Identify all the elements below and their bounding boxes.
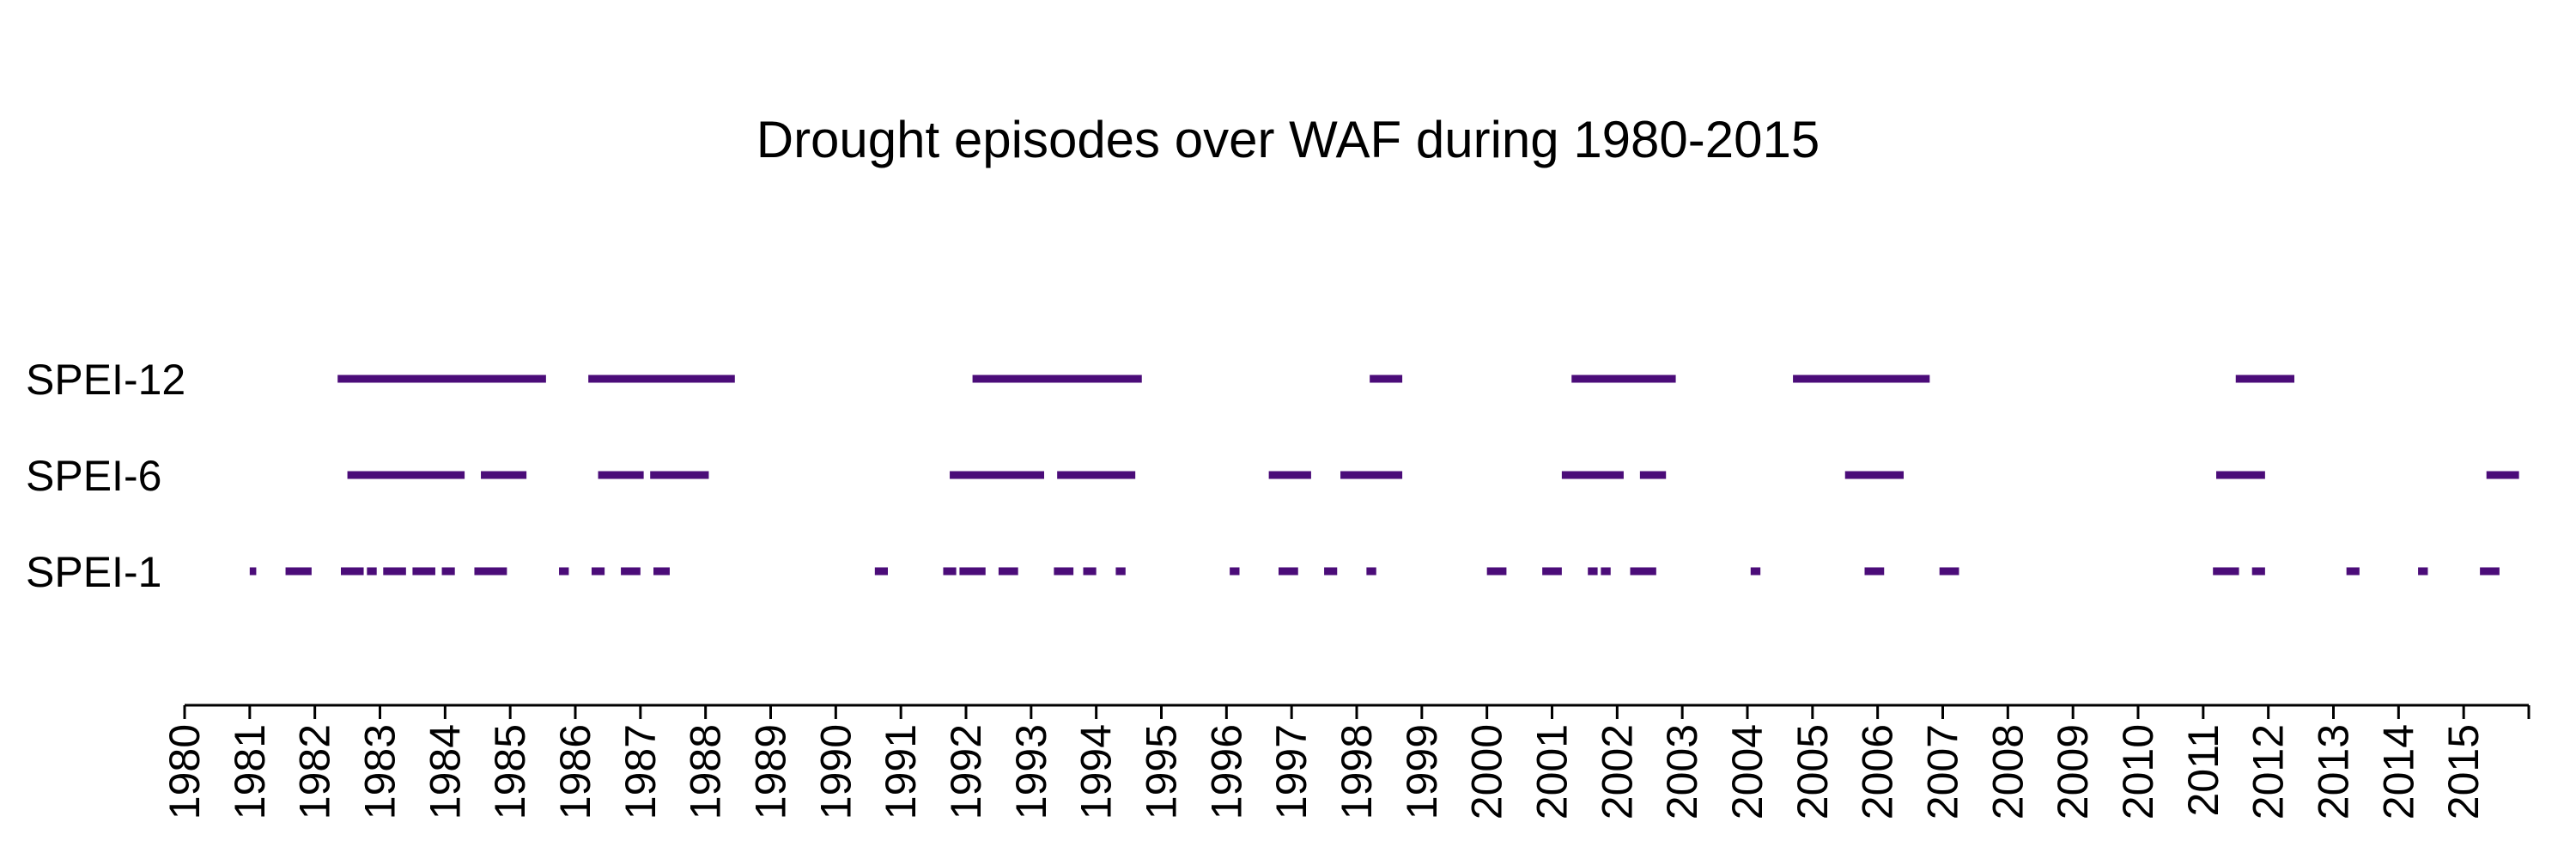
series-layer: SPEI-12 SPEI-6 SPEI-1 (26, 356, 2519, 596)
series-label: SPEI-1 (26, 548, 161, 596)
x-tick-label: 1998 (1333, 724, 1381, 819)
x-tick-label: 1983 (356, 724, 404, 819)
series-label: SPEI-6 (26, 452, 161, 500)
tick-layer: 1980 1981 1982 1983 1984 1985 1986 1987 1988 1989… (161, 705, 2530, 819)
series-label: SPEI-12 (26, 356, 185, 404)
x-tick-label: 2002 (1593, 724, 1641, 819)
x-tick-label: 2010 (2114, 724, 2162, 819)
x-tick-label: 2015 (2439, 724, 2488, 819)
x-tick-label: 1991 (877, 724, 925, 819)
x-tick-label: 1993 (1007, 724, 1055, 819)
x-tick-label: 2013 (2310, 724, 2358, 819)
x-tick-label: 1985 (486, 724, 534, 819)
x-tick-label: 2012 (2245, 724, 2293, 819)
x-tick-label: 1980 (161, 724, 209, 819)
x-tick-label: 2006 (1854, 724, 1902, 819)
x-tick-label: 2001 (1528, 724, 1577, 819)
x-tick-label: 2000 (1463, 724, 1511, 819)
x-tick-label: 1995 (1138, 724, 1186, 819)
x-tick-label: 1996 (1202, 724, 1250, 819)
x-tick-label: 1997 (1267, 724, 1315, 819)
x-tick-label: 1999 (1398, 724, 1446, 819)
x-tick-label: 2005 (1789, 724, 1837, 819)
x-tick-label: 1986 (551, 724, 599, 819)
x-tick-label: 1992 (942, 724, 990, 819)
x-tick-label: 1990 (811, 724, 860, 819)
chart-title: Drought episodes over WAF during 1980-20… (756, 111, 1820, 168)
x-tick-label: 2007 (1919, 724, 1967, 819)
x-tick-label: 2008 (1984, 724, 2032, 819)
x-tick-label: 1984 (421, 724, 469, 819)
x-tick-label: 1987 (617, 724, 665, 819)
x-tick-label: 2014 (2374, 724, 2422, 819)
x-tick-label: 2003 (1658, 724, 1706, 819)
x-tick-label: 1981 (226, 724, 274, 819)
x-tick-label: 1994 (1072, 724, 1121, 819)
x-tick-label: 2009 (2049, 724, 2097, 819)
x-tick-label: 1988 (682, 724, 730, 819)
x-tick-label: 2011 (2179, 724, 2227, 817)
x-tick-label: 1982 (291, 724, 339, 819)
x-tick-label: 1989 (747, 724, 795, 819)
x-tick-label: 2004 (1723, 724, 1771, 819)
